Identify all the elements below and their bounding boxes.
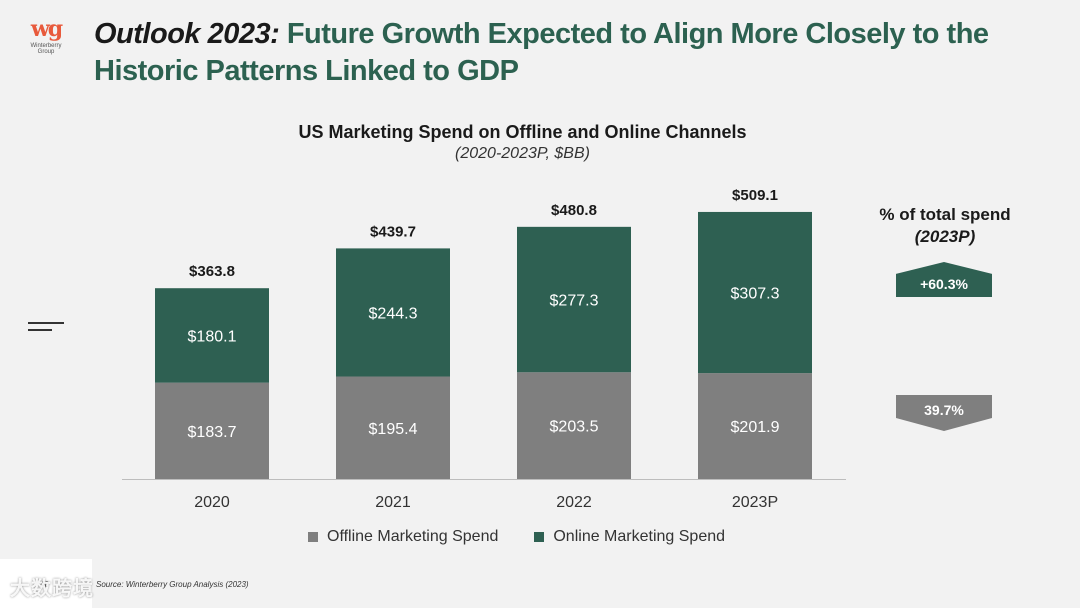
share-panel-heading: % of total spend <box>879 205 1011 224</box>
chart-subtitle: (2020-2023P, $BB) <box>455 145 590 162</box>
company-logo: wg Winterberry Group <box>26 16 66 56</box>
data-label-online-2021: $244.3 <box>369 305 418 322</box>
online-share-badge: +60.3% <box>896 262 992 297</box>
bar-offline-2021 <box>336 376 450 479</box>
chart-title: US Marketing Spend on Offline and Online… <box>298 122 747 142</box>
legend-item-online: Online Marketing Spend <box>534 528 725 546</box>
data-label-offline-2023P: $201.9 <box>731 419 780 436</box>
total-label-2022: $480.8 <box>551 202 597 219</box>
x-tick-label-2023P: 2023P <box>732 494 778 511</box>
bar-online-2021 <box>336 248 450 377</box>
share-panel-subtitle: (2023P) <box>914 227 976 246</box>
chart-legend: Offline Marketing Spend Online Marketing… <box>308 528 725 546</box>
data-label-online-2022: $277.3 <box>550 293 599 310</box>
x-tick-label-2021: 2021 <box>375 494 411 511</box>
bar-offline-2022 <box>517 372 631 479</box>
page-number: 40 <box>40 580 49 589</box>
watermark-text: 大数跨境 <box>10 578 94 600</box>
legend-swatch-offline <box>308 532 318 542</box>
side-dash-top <box>28 322 64 324</box>
data-label-offline-2021: $195.4 <box>369 421 418 438</box>
logo-name: Winterberry Group <box>30 42 62 56</box>
page-title-lead: Outlook 2023: <box>94 18 280 50</box>
data-label-online-2020: $180.1 <box>188 328 237 345</box>
footer-box <box>0 559 92 608</box>
x-tick-label-2020: 2020 <box>194 494 230 511</box>
bar-offline-2020 <box>155 382 269 479</box>
total-label-2021: $439.7 <box>370 223 416 240</box>
data-label-offline-2022: $203.5 <box>550 419 599 436</box>
bar-online-2022 <box>517 226 631 373</box>
total-label-2023P: $509.1 <box>732 187 778 204</box>
data-label-online-2023P: $307.3 <box>731 286 780 303</box>
bar-offline-2023P <box>698 373 812 479</box>
side-dash-bottom <box>28 329 52 331</box>
page-title-rest: Future Growth Expected to Align More Clo… <box>94 18 989 87</box>
legend-swatch-online <box>534 532 545 542</box>
page-title: Outlook 2023: Future Growth Expected to … <box>94 16 1054 90</box>
x-tick-label-2022: 2022 <box>556 494 592 511</box>
source-note: Source: Winterberry Group Analysis (2023… <box>96 580 249 589</box>
bar-online-2020 <box>155 288 269 383</box>
total-label-2020: $363.8 <box>189 263 235 280</box>
bar-online-2023P <box>698 211 812 374</box>
logo-mark: wg <box>30 16 63 42</box>
legend-item-offline: Offline Marketing Spend <box>308 528 498 546</box>
legend-label-online: Online Marketing Spend <box>553 528 726 545</box>
share-panel-title: % of total spend (2023P) <box>862 204 1028 248</box>
legend-label-offline: Offline Marketing Spend <box>327 528 499 545</box>
data-label-offline-2020: $183.7 <box>188 424 237 441</box>
